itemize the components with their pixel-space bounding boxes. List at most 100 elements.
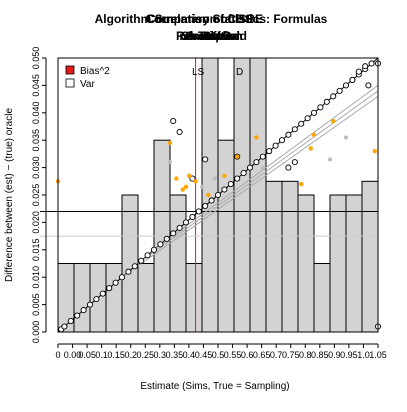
data-point-orange [311,132,317,137]
x-tick-label: 0.45 [195,350,213,360]
x-tick-label: 0.95 [340,350,358,360]
data-point-orange [331,118,336,124]
data-point-open [80,307,87,314]
data-point-open [227,180,234,188]
data-point-open [234,175,241,182]
data-point-orange [167,140,173,146]
data-point-open [163,235,170,242]
plot-frame [57,57,379,333]
y-tick-label: 0.025 [31,184,41,207]
data-point-open [253,159,260,166]
data-point-open [86,301,94,308]
histogram-bar [73,263,91,333]
data-point-gray [200,184,204,189]
data-point-open [304,115,311,122]
title-line-2: Cross Grid [185,29,247,43]
data-point-open [221,186,228,193]
data-point-open [195,208,202,215]
y-tick-label: 0.050 [31,47,41,70]
data-point-open [208,197,215,204]
fit-line [137,90,379,264]
data-point-orange [308,146,313,151]
data-point-orange [222,173,227,179]
data-point-open [246,164,254,171]
x-tick-label: 0.6 [241,350,254,360]
legend-swatch-var [65,78,75,88]
y-axis-label: Difference between (est) ~ (true) oracle [4,108,15,283]
data-point-open [336,87,343,94]
data-point-open [317,104,324,111]
data-point-open [272,142,279,149]
chart-annotations: LS D [192,67,243,78]
histogram-bar [345,194,363,333]
data-point-open [176,224,183,231]
x-tick-label: 0.05 [78,350,96,360]
title-line-2: Resampled [176,29,240,43]
histogram-bar [249,57,267,333]
data-point-gray [344,135,348,140]
data-point-open [99,290,106,297]
title-line-1: Algorithm Summary Statistics: Formulas [95,12,328,26]
data-point-orange [174,176,179,181]
data-point-gray [328,157,332,162]
data-point-open [189,213,196,220]
y-tick-label: 0.005 [31,293,41,316]
data-point-orange [206,192,211,198]
data-point-open [157,241,164,248]
data-point-open [291,159,298,166]
y-tick-label: 0.015 [31,239,41,262]
data-point-orange [180,187,185,192]
data-point-open [125,268,132,275]
data-point-open [349,76,356,83]
data-point-orange [254,135,259,140]
x-tick-label: 1.0 [357,350,370,360]
data-point-open [298,120,305,127]
x-tick-label: 0.1 [95,350,108,360]
data-point-open [365,82,372,89]
x-tick-label: 0.85 [311,350,329,360]
histogram-bar [313,263,331,333]
data-point-open [291,126,298,133]
legend-label: Var [80,79,95,90]
x-tick-label: 0.15 [107,350,125,360]
data-point-open [214,191,222,199]
data-point-open [182,219,190,226]
y-tick-label: 0.020 [31,211,41,234]
data-point-open [259,153,266,160]
data-point-open [285,164,292,171]
x-tick-label: 0.75 [282,350,300,360]
annotation-ls: LS [192,67,205,78]
title-line-2: Simulation [181,29,242,43]
fit-line [121,95,379,278]
chart-axes: 0 0.000.05 0.1 0.15 0.2 0.25 0.3 0.35 0.4 0.45 0.5… [4,47,387,392]
data-point-open [362,63,369,70]
histogram-bar [185,263,203,333]
x-tick-label: 0.9 [328,350,341,360]
x-tick-label: 0.3 [154,350,167,360]
data-point-open [342,82,350,89]
title-line-2: Strata [203,29,237,43]
data-point-gray [168,160,172,165]
data-point-open [118,274,126,281]
data-point-open [74,312,81,319]
data-point-open [240,170,247,177]
data-point-open [67,317,74,325]
data-point-open [189,175,196,182]
x-tick-label: 0.5 [212,350,225,360]
data-point-orange [183,184,189,189]
data-point-open [202,156,209,163]
histogram-bar [361,180,379,333]
histogram-bar [281,180,299,333]
data-point-open [170,117,177,125]
data-point-open [112,279,119,286]
histogram-bar [105,263,123,333]
data-point-open [106,285,113,292]
data-point-gray [260,165,265,170]
y-tick-label: 0.010 [31,266,41,289]
histogram-bar [233,57,251,333]
data-point-open [144,252,151,259]
title-line-2: mb Diff [179,29,221,43]
